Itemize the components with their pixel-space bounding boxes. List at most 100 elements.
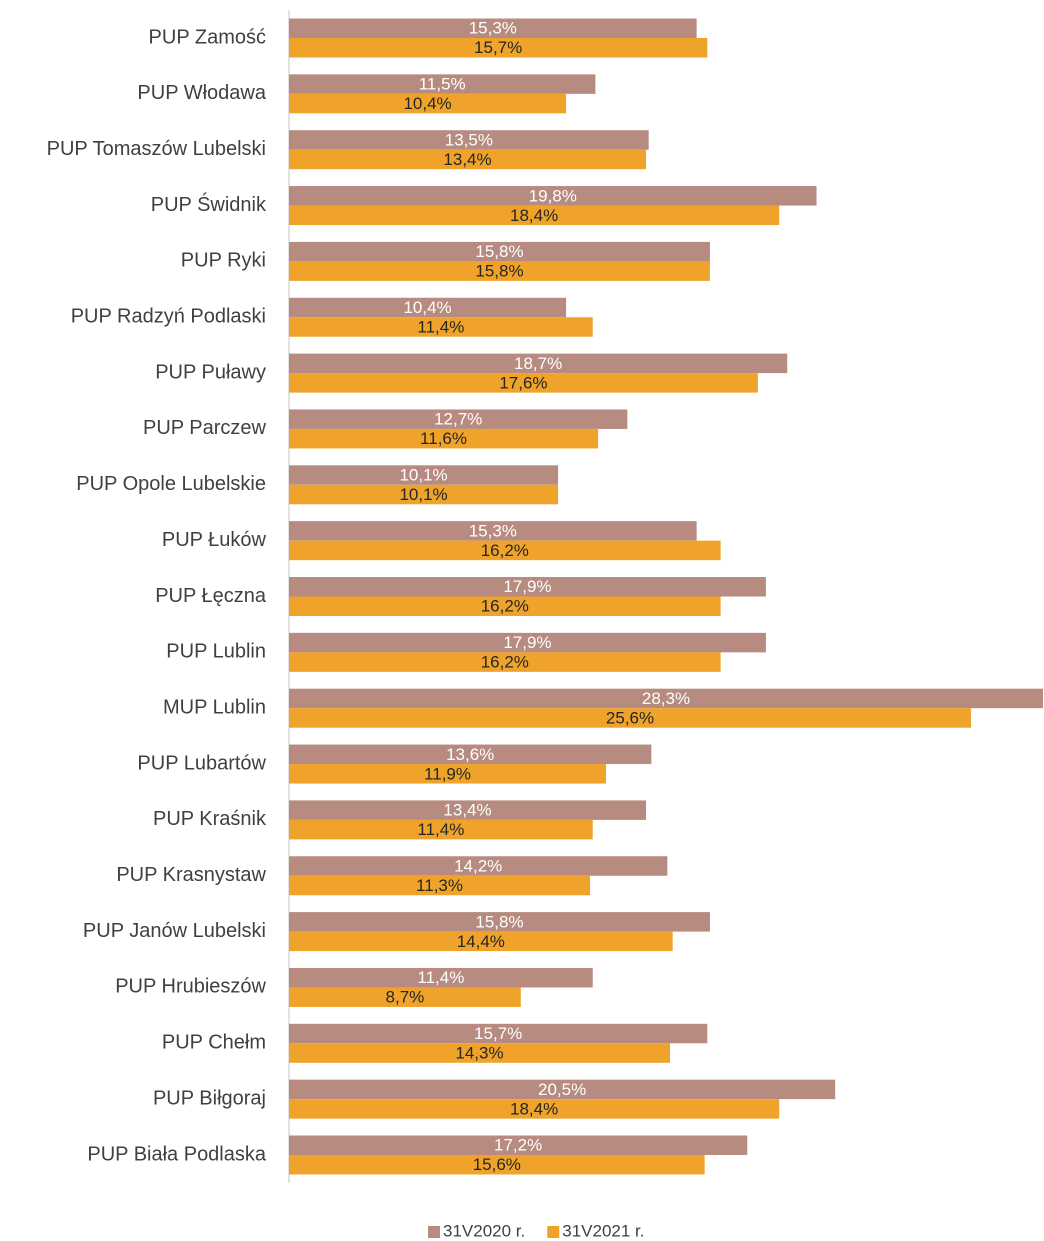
bar — [289, 800, 647, 820]
y-tick-label: PUP Radzyń Podlaski — [71, 306, 266, 328]
data-label: 11,9% — [424, 764, 471, 783]
data-label: 15,3% — [469, 19, 517, 38]
data-label: 15,8% — [475, 242, 523, 261]
bar — [289, 1043, 670, 1063]
legend-swatch — [547, 1226, 560, 1238]
data-label: 18,4% — [510, 206, 558, 225]
data-label: 11,4% — [417, 820, 464, 839]
bar — [289, 744, 652, 765]
bar — [289, 186, 817, 206]
data-label: 15,8% — [475, 262, 523, 281]
y-tick-label: PUP Krasnystaw — [116, 864, 266, 886]
bar — [289, 93, 567, 114]
bar — [289, 1099, 780, 1119]
bar — [289, 764, 607, 784]
bar — [289, 241, 710, 262]
data-label: 17,9% — [503, 633, 551, 652]
bar — [289, 428, 599, 449]
data-label: 15,3% — [469, 521, 517, 540]
data-label: 12,7% — [434, 410, 482, 429]
bar — [289, 577, 766, 597]
data-label: 15,7% — [474, 1024, 522, 1043]
bar — [289, 521, 697, 541]
bar — [289, 652, 721, 672]
legend-label: 31V2020 r. — [443, 1221, 525, 1240]
bar — [289, 856, 668, 876]
data-label: 17,6% — [499, 373, 547, 392]
y-tick-label: PUP Parczew — [143, 417, 267, 439]
y-tick-label: PUP Hrubieszów — [115, 976, 266, 998]
data-label: 18,7% — [514, 354, 562, 373]
y-tick-label: PUP Włodawa — [137, 82, 266, 104]
bar — [289, 819, 593, 840]
bar — [289, 1023, 708, 1044]
data-label: 14,4% — [457, 932, 505, 951]
y-tick-label: PUP Kraśnik — [153, 808, 267, 830]
bar — [289, 373, 758, 393]
data-label: 16,2% — [481, 597, 529, 616]
bar — [289, 484, 559, 505]
legend-swatch — [428, 1226, 440, 1238]
bar — [289, 540, 721, 561]
y-tick-label: PUP Zamość — [149, 26, 266, 48]
data-label: 14,2% — [454, 856, 502, 875]
bar — [289, 18, 697, 38]
y-tick-label: PUP Świdnik — [151, 192, 267, 216]
y-tick-label: PUP Opole Lubelskie — [76, 473, 266, 495]
data-label: 14,3% — [455, 1044, 503, 1063]
data-label: 15,6% — [473, 1155, 521, 1174]
bar — [289, 875, 591, 896]
y-tick-label: PUP Lubartów — [137, 752, 266, 774]
data-label: 11,6% — [420, 429, 467, 448]
bar — [289, 632, 766, 653]
y-tick-label: PUP Lublin — [166, 641, 266, 663]
bar — [289, 708, 972, 728]
bar — [289, 353, 788, 374]
y-tick-label: PUP Łęczna — [155, 585, 267, 607]
bar — [289, 261, 710, 281]
bar — [289, 38, 708, 58]
data-label: 11,3% — [416, 876, 463, 895]
data-label: 16,2% — [481, 653, 529, 672]
data-label: 11,4% — [417, 317, 464, 336]
data-label: 19,8% — [529, 186, 577, 205]
bar — [289, 149, 647, 170]
bar — [289, 931, 673, 952]
bar — [289, 317, 593, 337]
bar — [289, 205, 780, 226]
bar — [289, 1079, 836, 1100]
legend-label: 31V2021 r. — [562, 1221, 644, 1240]
bar — [289, 596, 721, 616]
bar — [289, 409, 628, 429]
bar — [289, 74, 596, 94]
data-label: 13,6% — [446, 745, 494, 764]
y-tick-label: PUP Łuków — [162, 529, 267, 551]
y-tick-label: PUP Biała Podlaska — [87, 1143, 267, 1165]
data-label: 10,4% — [403, 298, 451, 317]
data-label: 13,4% — [443, 150, 491, 169]
data-label: 10,1% — [399, 466, 447, 485]
y-tick-label: PUP Puławy — [155, 361, 266, 383]
bar — [289, 688, 1043, 709]
data-label: 10,4% — [403, 94, 451, 113]
y-tick-label: PUP Ryki — [181, 250, 266, 272]
data-label: 25,6% — [606, 708, 654, 727]
bar — [289, 967, 593, 988]
y-tick-label: PUP Tomaszów Lubelski — [47, 138, 266, 160]
y-tick-label: PUP Janów Lubelski — [83, 920, 266, 942]
data-label: 15,8% — [475, 912, 523, 931]
data-label: 15,7% — [474, 38, 522, 57]
bar — [289, 1155, 705, 1175]
data-label: 18,4% — [510, 1099, 558, 1118]
bar — [289, 465, 559, 485]
bar — [289, 912, 710, 932]
data-label: 13,4% — [443, 801, 491, 820]
bar — [289, 297, 567, 318]
y-tick-label: PUP Biłgoraj — [153, 1087, 266, 1109]
data-label: 11,4% — [417, 968, 464, 987]
data-label: 8,7% — [386, 988, 425, 1007]
data-label: 17,9% — [503, 577, 551, 596]
bar — [289, 1135, 748, 1155]
data-label: 28,3% — [642, 689, 690, 708]
